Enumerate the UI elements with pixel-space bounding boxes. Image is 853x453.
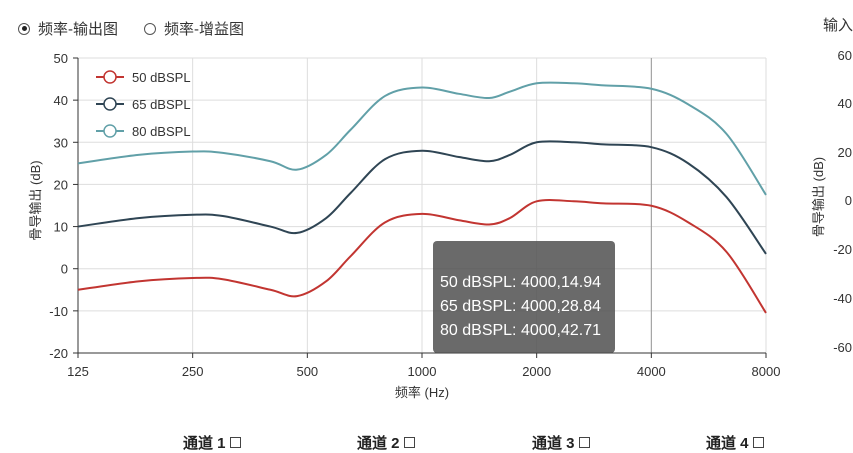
checkbox-icon[interactable] [403,437,415,448]
legend-label: 65 dBSPL [132,97,191,112]
x-tick-label: 250 [182,364,204,379]
checkbox-icon[interactable] [229,437,241,448]
channel-2-toggle[interactable]: 通道 2 [357,432,415,453]
chart-legend: 50 dBSPL 65 dBSPL 80 dBSPL [96,70,191,139]
radio-label: 频率-增益图 [164,21,244,38]
chart-grid [77,57,767,354]
y-tick-label: 50 [54,51,68,66]
channel-label: 通道 4 [706,435,749,452]
radio-unchecked-icon [144,22,156,35]
legend-label: 80 dBSPL [132,124,191,139]
y-tick-label: 30 [54,135,68,150]
channel-label: 通道 2 [357,435,400,452]
right-axis: 60 40 20 0 -20 -40 -60 骨导输出 (dB) [811,48,852,355]
right-panel-title: 输入 [822,17,853,34]
channel-4-toggle[interactable]: 通道 4 [706,432,764,453]
y-tick-label: -10 [49,304,68,319]
channel-3-toggle[interactable]: 通道 3 [532,432,590,453]
series-line-2 [77,140,767,255]
channel-1-toggle[interactable]: 通道 1 [183,432,241,453]
series-line-1 [77,198,767,314]
right-y-tick-label: 60 [838,48,852,63]
x-axis-label: 频率 (Hz) [395,385,449,400]
legend-marker [103,70,117,84]
right-y-tick-label: 0 [845,193,852,208]
checkbox-icon[interactable] [578,437,590,448]
y-tick-label: 40 [54,93,68,108]
y-tick-label: -20 [49,346,68,361]
x-tick-label: 500 [296,364,318,379]
chart-tooltip: 50 dBSPL: 4000,14.94 65 dBSPL: 4000,28.8… [433,241,615,353]
right-y-axis-label: 骨导输出 (dB) [811,157,826,237]
y-tick-label: 20 [54,177,68,192]
channel-label: 通道 3 [532,435,575,452]
x-tick-label: 1000 [408,364,437,379]
y-tick-label: 10 [54,220,68,235]
y-tick-label: 0 [61,262,68,277]
legend-marker [103,97,117,111]
right-y-tick-label: 20 [838,145,852,160]
tooltip-line: 80 dBSPL: 4000,42.71 [440,322,602,339]
y-axis-label: 骨导输出 (dB) [28,160,43,240]
x-tick-label: 2000 [522,364,551,379]
right-y-tick-label: 40 [838,96,852,111]
view-mode-selector: 频率-输出图 频率-增益图 [18,18,244,39]
legend-label: 50 dBSPL [132,70,191,85]
right-y-tick-label: -40 [833,291,852,306]
right-y-tick-label: -20 [833,242,852,257]
radio-label: 频率-输出图 [38,21,118,38]
legend-marker [103,124,117,138]
x-tick-label: 125 [67,364,89,379]
radio-frequency-gain[interactable]: 频率-增益图 [144,18,244,39]
series-line-3 [77,81,767,196]
x-tick-label: 8000 [752,364,781,379]
x-tick-label: 4000 [637,364,666,379]
tooltip-line: 50 dBSPL: 4000,14.94 [440,274,602,291]
right-y-tick-label: -60 [833,340,852,355]
radio-frequency-output[interactable]: 频率-输出图 [18,18,118,39]
tooltip-line: 65 dBSPL: 4000,28.84 [440,298,602,315]
checkbox-icon[interactable] [752,437,764,448]
channel-selector: 通道 1 通道 2 通道 3 通道 4 [0,432,853,452]
chart-axes: 50 40 30 20 10 0 -10 -20 125 250 500 1000 2000 4000 80… [28,51,780,400]
radio-checked-icon [18,22,30,35]
chart-series [77,81,767,314]
channel-label: 通道 1 [183,435,226,452]
